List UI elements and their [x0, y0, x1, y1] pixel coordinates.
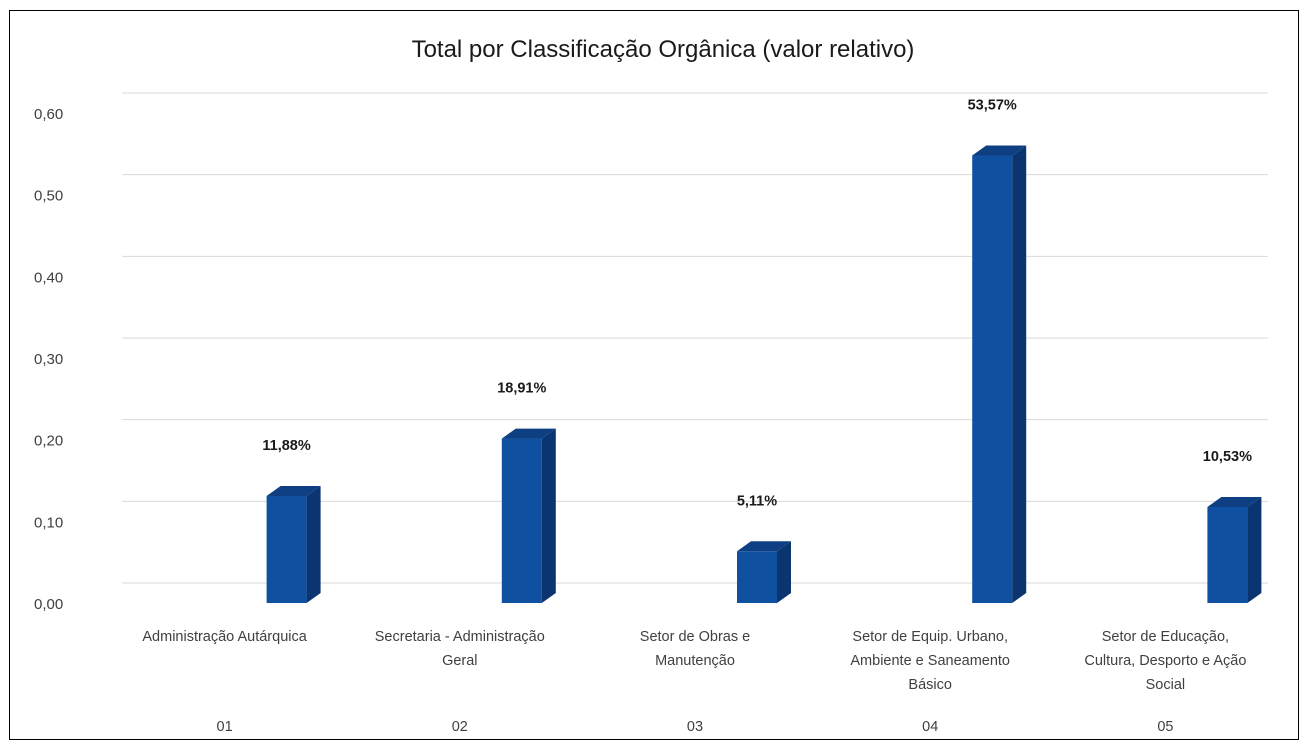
- category-label: Geral: [442, 653, 477, 669]
- bar: [972, 155, 1013, 604]
- chart-title: Total por Classificação Orgânica (valor …: [412, 36, 915, 63]
- category-code-label: 03: [687, 719, 703, 735]
- bar: [501, 438, 542, 603]
- category-label: Secretaria - Administração: [375, 629, 545, 645]
- bar-side: [1012, 145, 1027, 604]
- data-label: 11,88%: [262, 438, 310, 454]
- category-label: Cultura, Desporto e Ação: [1084, 653, 1246, 669]
- data-label: 18,91%: [497, 381, 546, 397]
- bar: [266, 495, 307, 603]
- bar-chart: Total por Classificação Orgânica (valor …: [34, 36, 1268, 735]
- y-tick-label: 0,00: [34, 596, 63, 613]
- y-tick-label: 0,50: [34, 188, 63, 205]
- category-label: Social: [1146, 677, 1186, 693]
- category-label: Administração Autárquica: [142, 629, 307, 645]
- bar-top: [737, 541, 791, 552]
- data-label: 10,53%: [1203, 449, 1252, 465]
- category-code-label: 04: [922, 719, 938, 735]
- bar-top: [1207, 497, 1262, 508]
- category-label: Manutenção: [655, 653, 735, 669]
- bar-side: [541, 428, 556, 603]
- bar-top: [972, 145, 1027, 156]
- category-label: Setor de Equip. Urbano,: [852, 629, 1008, 645]
- bar-side: [1247, 497, 1262, 603]
- bar: [737, 551, 777, 603]
- category-label: Setor de Educação,: [1102, 629, 1229, 645]
- category-label: Setor de Obras e: [640, 629, 750, 645]
- category-code-label: 01: [217, 719, 233, 735]
- y-tick-label: 0,60: [34, 106, 63, 123]
- y-tick-label: 0,10: [34, 514, 63, 531]
- bar-side: [306, 485, 321, 603]
- category-code-label: 02: [452, 719, 468, 735]
- chart-frame: Total por Classificação Orgânica (valor …: [9, 10, 1299, 740]
- bar: [1207, 507, 1248, 603]
- y-tick-label: 0,20: [34, 433, 63, 450]
- y-tick-label: 0,30: [34, 351, 63, 368]
- bar-side: [777, 541, 791, 603]
- category-code-label: 05: [1157, 719, 1173, 735]
- bar-top: [501, 428, 556, 439]
- data-label: 53,57%: [968, 98, 1017, 114]
- category-label: Ambiente e Saneamento: [850, 653, 1010, 669]
- data-label: 5,11%: [737, 493, 777, 509]
- y-tick-label: 0,40: [34, 269, 63, 286]
- bar-top: [266, 485, 321, 496]
- category-label: Básico: [908, 677, 952, 693]
